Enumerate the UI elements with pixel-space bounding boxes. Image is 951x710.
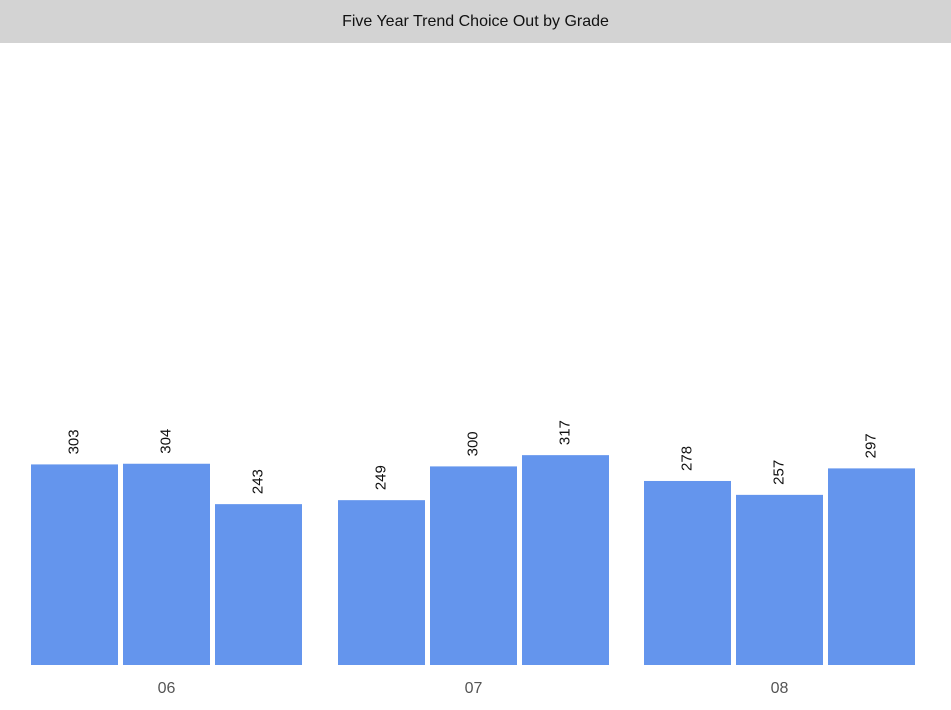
bar-08-2 (736, 494, 823, 665)
bar-value-label: 304 (157, 429, 174, 454)
bar-06-2 (123, 463, 210, 665)
bar-value-label: 297 (862, 433, 879, 458)
category-label-07: 07 (465, 680, 483, 697)
bar-06-1 (31, 464, 118, 665)
bar-value-label: 249 (372, 465, 389, 490)
bar-value-label: 317 (556, 420, 573, 445)
category-label-08: 08 (771, 680, 789, 697)
bar-08-1 (644, 480, 731, 665)
bar-value-label: 257 (770, 460, 787, 485)
category-label-06: 06 (158, 680, 176, 697)
bar-07-1 (338, 500, 425, 665)
bar-value-label: 300 (464, 431, 481, 456)
bar-value-label: 243 (249, 469, 266, 494)
bar-value-label: 278 (678, 446, 695, 471)
bar-06-3 (215, 504, 302, 665)
bar-08-3 (828, 468, 915, 665)
bar-value-label: 303 (65, 429, 82, 454)
chart-title: Five Year Trend Choice Out by Grade (342, 12, 609, 30)
bar-07-2 (430, 466, 517, 665)
chart-title-bar: Five Year Trend Choice Out by Grade (0, 0, 951, 43)
bar-07-3 (522, 455, 609, 665)
